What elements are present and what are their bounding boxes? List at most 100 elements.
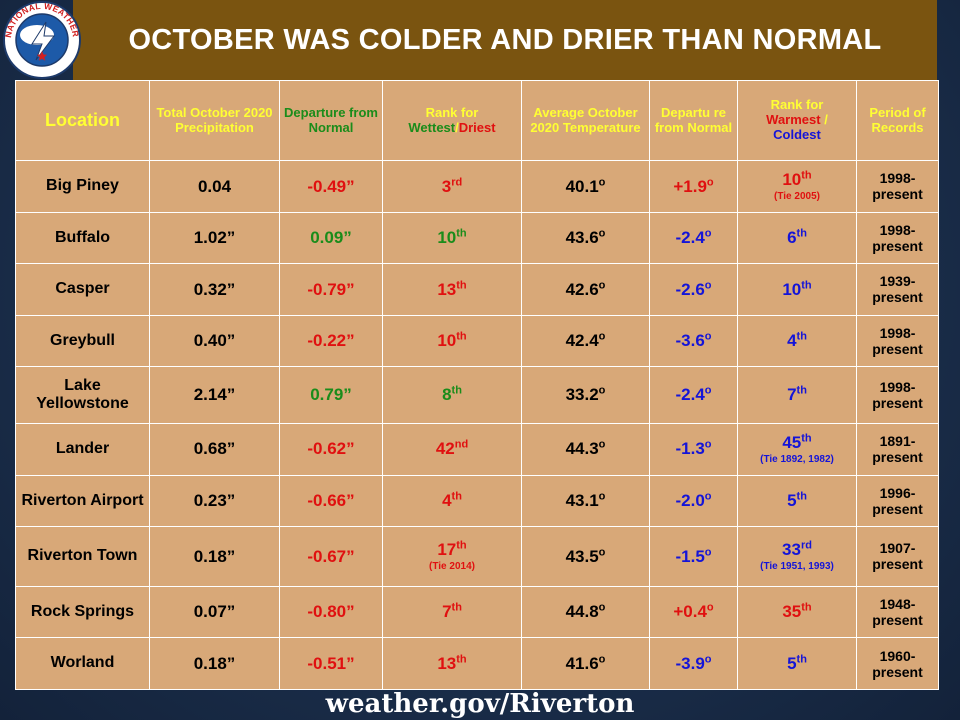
precip-cell: 0.68” xyxy=(149,422,280,476)
rank-temp-cell: 33rd (Tie 1951, 1993) xyxy=(737,526,857,587)
table-row: Casper 0.32” -0.79” 13th 42.6o -2.6o 10th 1939-… xyxy=(15,263,939,316)
nws-logo-icon: NATIONAL WEATHER SERVICE xyxy=(2,0,81,79)
precip-departure-cell: 0.79” xyxy=(279,366,383,424)
rank-temp-cell: 10th xyxy=(737,263,857,316)
precip-departure-cell: -0.62” xyxy=(279,422,383,476)
avg-temp-cell: 33.2o xyxy=(521,366,650,424)
precip-departure-cell: -0.49” xyxy=(279,160,383,213)
avg-temp-cell: 42.6o xyxy=(521,263,650,316)
location-cell: Big Piney xyxy=(15,160,150,213)
precip-departure-cell: -0.80” xyxy=(279,585,383,639)
rank-precip-cell: 3rd xyxy=(382,160,522,213)
precip-cell: 0.23” xyxy=(149,474,280,528)
precip-cell: 0.32” xyxy=(149,263,280,316)
precip-cell: 0.07” xyxy=(149,585,280,639)
climate-table: Location Total October 2020 Precipitatio… xyxy=(15,80,939,690)
rank-temp-cell: 45th (Tie 1892, 1982) xyxy=(737,422,857,476)
rank-precip-cell: 8th xyxy=(382,366,522,424)
table-row: Buffalo 1.02” 0.09” 10th 43.6o -2.4o 6th 1998- p… xyxy=(15,211,939,265)
temp-departure-cell: -3.6o xyxy=(649,314,738,368)
table-row: Rock Springs 0.07” -0.80” 7th 44.8o +0.4o 35th… xyxy=(15,585,939,639)
temp-departure-cell: -2.0o xyxy=(649,474,738,528)
period-cell: 1998- present xyxy=(856,160,939,213)
location-cell: Riverton Airport xyxy=(15,474,150,528)
header-rank-precip: Rank for Wettest/Driest xyxy=(382,80,522,161)
table-row: Riverton Town 0.18” -0.67” 17th (Tie 2014) 43… xyxy=(15,526,939,587)
footer-url: weather.gov/Riverton xyxy=(325,689,635,719)
precip-cell: 1.02” xyxy=(149,211,280,265)
location-cell: Lake Yellowstone xyxy=(15,366,150,424)
header-rank-temp: Rank for Warmest / Coldest xyxy=(737,80,857,161)
temp-departure-cell: -2.4o xyxy=(649,211,738,265)
period-cell: 1996- present xyxy=(856,474,939,528)
precip-departure-cell: -0.66” xyxy=(279,474,383,528)
period-cell: 1907- present xyxy=(856,526,939,587)
location-cell: Buffalo xyxy=(15,211,150,265)
period-cell: 1998- present xyxy=(856,314,939,368)
precip-cell: 2.14” xyxy=(149,366,280,424)
table-row: Lander 0.68” -0.62” 42nd 44.3o -1.3o 45th (Tie … xyxy=(15,422,939,476)
rank-precip-cell: 10th xyxy=(382,211,522,265)
table-row: Greybull 0.40” -0.22” 10th 42.4o -3.6o 4th 1998… xyxy=(15,314,939,368)
avg-temp-cell: 44.8o xyxy=(521,585,650,639)
temp-departure-cell: -2.6o xyxy=(649,263,738,316)
precip-cell: 0.18” xyxy=(149,526,280,587)
location-cell: Rock Springs xyxy=(15,585,150,639)
avg-temp-cell: 41.6o xyxy=(521,637,650,690)
title-banner: OCTOBER WAS COLDER AND DRIER THAN NORMAL xyxy=(73,0,937,80)
temp-departure-cell: -1.5o xyxy=(649,526,738,587)
avg-temp-cell: 43.5o xyxy=(521,526,650,587)
header-location: Location xyxy=(15,80,150,161)
period-cell: 1998- present xyxy=(856,211,939,265)
header-row: Location Total October 2020 Precipitatio… xyxy=(15,80,939,161)
temp-departure-cell: -3.9o xyxy=(649,637,738,690)
table-row: Lake Yellowstone 2.14” 0.79” 8th 33.2o -2.4o 7… xyxy=(15,366,939,424)
location-cell: Riverton Town xyxy=(15,526,150,587)
avg-temp-cell: 42.4o xyxy=(521,314,650,368)
header-avg-temp: Average October 2020 Temperature xyxy=(521,80,650,161)
rank-temp-cell: 4th xyxy=(737,314,857,368)
period-cell: 1960- present xyxy=(856,637,939,690)
period-cell: 1998- present xyxy=(856,366,939,424)
precip-departure-cell: 0.09” xyxy=(279,211,383,265)
temp-departure-cell: +1.9o xyxy=(649,160,738,213)
avg-temp-cell: 40.1o xyxy=(521,160,650,213)
rank-temp-cell: 10th (Tie 2005) xyxy=(737,160,857,213)
temp-departure-cell: +0.4o xyxy=(649,585,738,639)
precip-departure-cell: -0.67” xyxy=(279,526,383,587)
period-cell: 1948- present xyxy=(856,585,939,639)
avg-temp-cell: 43.6o xyxy=(521,211,650,265)
rank-precip-cell: 4th xyxy=(382,474,522,528)
precip-departure-cell: -0.51” xyxy=(279,637,383,690)
precip-cell: 0.40” xyxy=(149,314,280,368)
location-cell: Casper xyxy=(15,263,150,316)
rank-precip-cell: 10th xyxy=(382,314,522,368)
header-temp-departure: Departu re from Normal xyxy=(649,80,738,161)
avg-temp-cell: 44.3o xyxy=(521,422,650,476)
period-cell: 1891- present xyxy=(856,422,939,476)
rank-temp-cell: 5th xyxy=(737,637,857,690)
table-row: Riverton Airport 0.23” -0.66” 4th 43.1o -2.0o… xyxy=(15,474,939,528)
precip-cell: 0.18” xyxy=(149,637,280,690)
period-cell: 1939- present xyxy=(856,263,939,316)
temp-departure-cell: -1.3o xyxy=(649,422,738,476)
header-precip-departure: Departure from Normal xyxy=(279,80,383,161)
header-precip: Total October 2020 Precipitation xyxy=(149,80,280,161)
rank-precip-cell: 7th xyxy=(382,585,522,639)
table-row: Big Piney 0.04 -0.49” 3rd 40.1o +1.9o 10th (Tie… xyxy=(15,160,939,213)
location-cell: Lander xyxy=(15,422,150,476)
rank-temp-cell: 6th xyxy=(737,211,857,265)
location-cell: Worland xyxy=(15,637,150,690)
table-row: Worland 0.18” -0.51” 13th 41.6o -3.9o 5th 1960-… xyxy=(15,637,939,690)
temp-departure-cell: -2.4o xyxy=(649,366,738,424)
header-period: Period of Records xyxy=(856,80,939,161)
page-title: OCTOBER WAS COLDER AND DRIER THAN NORMAL xyxy=(128,23,882,56)
rank-precip-cell: 42nd xyxy=(382,422,522,476)
rank-temp-cell: 7th xyxy=(737,366,857,424)
precip-cell: 0.04 xyxy=(149,160,280,213)
precip-departure-cell: -0.79” xyxy=(279,263,383,316)
precip-departure-cell: -0.22” xyxy=(279,314,383,368)
rank-precip-cell: 13th xyxy=(382,263,522,316)
rank-precip-cell: 17th (Tie 2014) xyxy=(382,526,522,587)
avg-temp-cell: 43.1o xyxy=(521,474,650,528)
